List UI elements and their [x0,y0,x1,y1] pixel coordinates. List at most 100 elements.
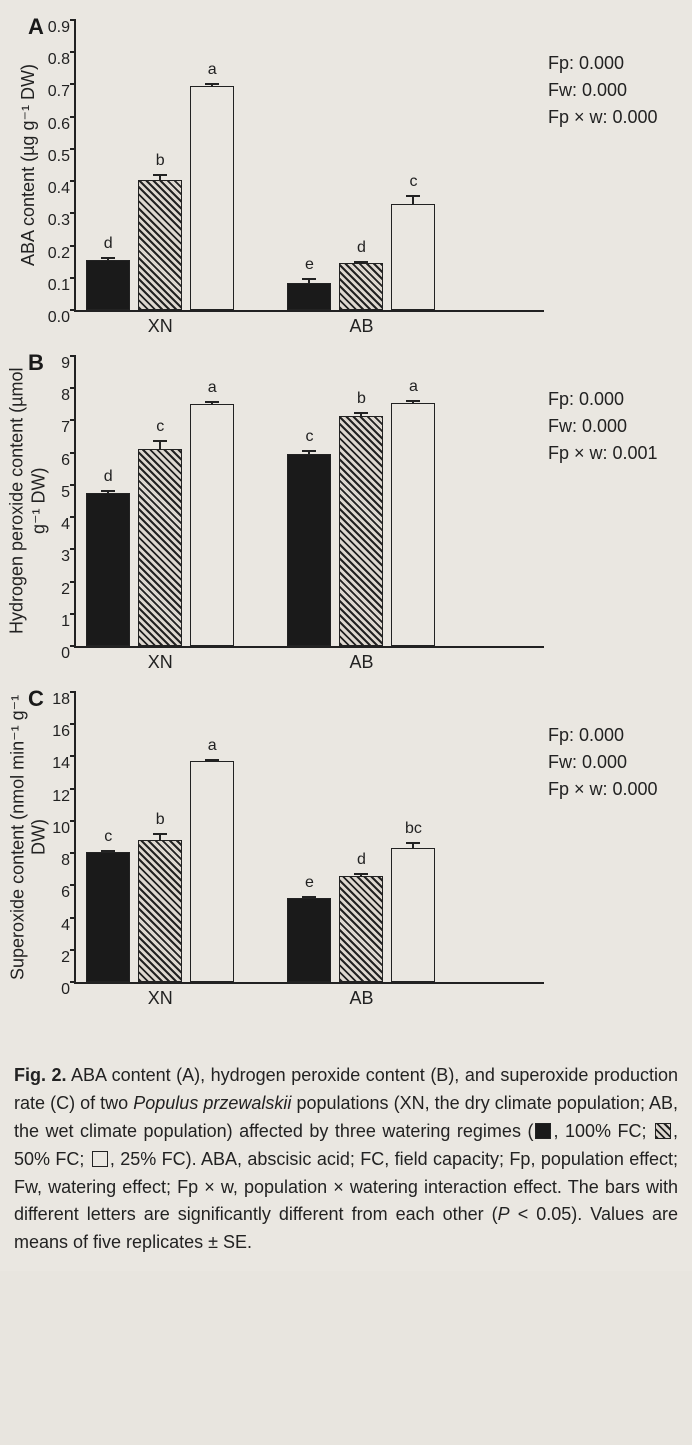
y-tick-label: 5 [61,484,70,502]
bar: d [86,493,130,646]
error-cap [354,412,368,414]
y-tick-label: 0.3 [48,212,70,230]
y-tick-label: 7 [61,419,70,437]
y-tick-label: 0.5 [48,148,70,166]
stats-block: Fp: 0.000Fw: 0.000Fp × w: 0.001 [544,356,678,648]
caption-species: Populus przewalskii [133,1093,291,1113]
significance-label: b [156,152,165,170]
error-bar [360,875,362,877]
y-tick-label: 0.1 [48,277,70,295]
significance-label: a [208,61,217,79]
y-tick-mark [70,852,76,854]
bar: a [391,403,435,646]
y-tick-mark [70,452,76,454]
y-tick-label: 18 [52,691,70,709]
y-tick-mark [70,19,76,21]
error-bar [107,492,109,494]
stat-line: Fp × w: 0.000 [548,104,678,131]
error-cap [205,83,219,85]
y-tick-label: 6 [61,884,70,902]
error-cap [153,440,167,442]
error-cap [302,896,316,898]
error-cap [354,261,368,263]
chart-panel-C: CSuperoxide content (nmol min⁻¹ g⁻¹ DW)0… [14,692,678,1022]
bar: d [339,263,383,310]
significance-label: c [409,173,417,191]
bar: bc [391,848,435,982]
stat-line: Fw: 0.000 [548,749,678,776]
legend-swatch-hatch [655,1123,671,1139]
y-tick-label: 1 [61,613,70,631]
error-cap [153,174,167,176]
legend-swatch-solid [535,1123,551,1139]
y-tick-label: 0.6 [48,116,70,134]
y-tick-mark [70,419,76,421]
x-category-label: XN [148,652,173,673]
error-cap [406,842,420,844]
significance-label: d [357,851,366,869]
error-bar [308,280,310,283]
y-tick-mark [70,355,76,357]
y-tick-mark [70,148,76,150]
significance-label: d [104,468,113,486]
y-tick-label: 0 [61,645,70,663]
y-tick-label: 0.7 [48,83,70,101]
y-axis-label: ABA content (µg g⁻¹ DW) [14,20,42,310]
y-tick-label: 4 [61,516,70,534]
bar: b [339,416,383,646]
y-tick-mark [70,309,76,311]
x-category-label: XN [148,316,173,337]
bar: c [287,454,331,646]
significance-label: b [156,811,165,829]
y-tick-mark [70,581,76,583]
bar-group: dca [86,404,234,646]
y-axis-ticks: 024681012141618 [44,692,74,982]
error-cap [406,195,420,197]
significance-label: b [357,390,366,408]
stat-line: Fp × w: 0.000 [548,776,678,803]
y-tick-mark [70,180,76,182]
stats-block: Fp: 0.000Fw: 0.000Fp × w: 0.000 [544,692,678,984]
error-bar [211,761,213,763]
y-tick-mark [70,645,76,647]
y-tick-mark [70,820,76,822]
caption-fig-label: Fig. 2. [14,1065,67,1085]
significance-label: a [409,378,418,396]
y-tick-label: 10 [52,820,70,838]
y-tick-mark [70,83,76,85]
error-cap [205,759,219,761]
error-bar [159,176,161,181]
y-tick-label: 6 [61,452,70,470]
y-tick-label: 2 [61,581,70,599]
y-tick-label: 14 [52,755,70,773]
error-bar [159,835,161,841]
y-tick-label: 4 [61,917,70,935]
y-tick-mark [70,51,76,53]
bar-group: dba [86,86,234,310]
error-bar [308,898,310,899]
y-tick-label: 0.4 [48,180,70,198]
y-tick-label: 8 [61,852,70,870]
plot-area: dbaXNedcAB [74,20,544,312]
significance-label: e [305,256,314,274]
error-cap [302,450,316,452]
y-tick-label: 0.2 [48,245,70,263]
y-tick-label: 0.0 [48,309,70,327]
y-tick-mark [70,917,76,919]
error-cap [302,278,316,280]
y-tick-label: 9 [61,355,70,373]
panels-container: AABA content (µg g⁻¹ DW)0.00.10.20.30.40… [14,20,678,1022]
x-category-label: AB [349,988,373,1009]
error-bar [308,452,310,455]
significance-label: c [156,418,164,436]
y-tick-mark [70,884,76,886]
error-bar [107,259,109,262]
y-tick-mark [70,981,76,983]
y-tick-mark [70,484,76,486]
y-tick-mark [70,212,76,214]
y-tick-mark [70,548,76,550]
y-axis-label: Superoxide content (nmol min⁻¹ g⁻¹ DW) [14,692,42,982]
error-cap [205,401,219,403]
error-bar [211,85,213,88]
stat-line: Fw: 0.000 [548,413,678,440]
